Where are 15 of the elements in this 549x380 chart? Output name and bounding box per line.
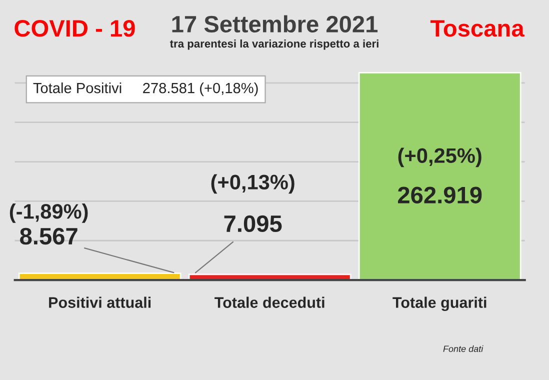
data-label: 262.919 bbox=[398, 186, 482, 204]
data-label: 7.095 bbox=[224, 215, 282, 232]
data-label: 8.567 bbox=[20, 228, 78, 245]
chart-subtitle: tra parentesi la variazione rispetto a ieri bbox=[170, 39, 378, 50]
x-tick-label: Positivi attuali bbox=[49, 296, 151, 308]
annotation: (+0,25%) bbox=[398, 148, 482, 168]
annotation: (-1,89%) bbox=[10, 203, 88, 223]
annotation: Totale Positivi 278.581 (+0,18%) bbox=[33, 82, 258, 96]
text: COVID - 19 bbox=[14, 20, 135, 37]
x-tick-label: Totale deceduti bbox=[214, 296, 324, 308]
text: Toscana bbox=[430, 20, 524, 37]
source-note: Fonte dati bbox=[443, 345, 484, 352]
annotation: (+0,13%) bbox=[211, 174, 294, 194]
x-tick-label: Totale guariti bbox=[392, 296, 486, 312]
chart-title: 17 Settembre 2021 bbox=[172, 15, 378, 33]
